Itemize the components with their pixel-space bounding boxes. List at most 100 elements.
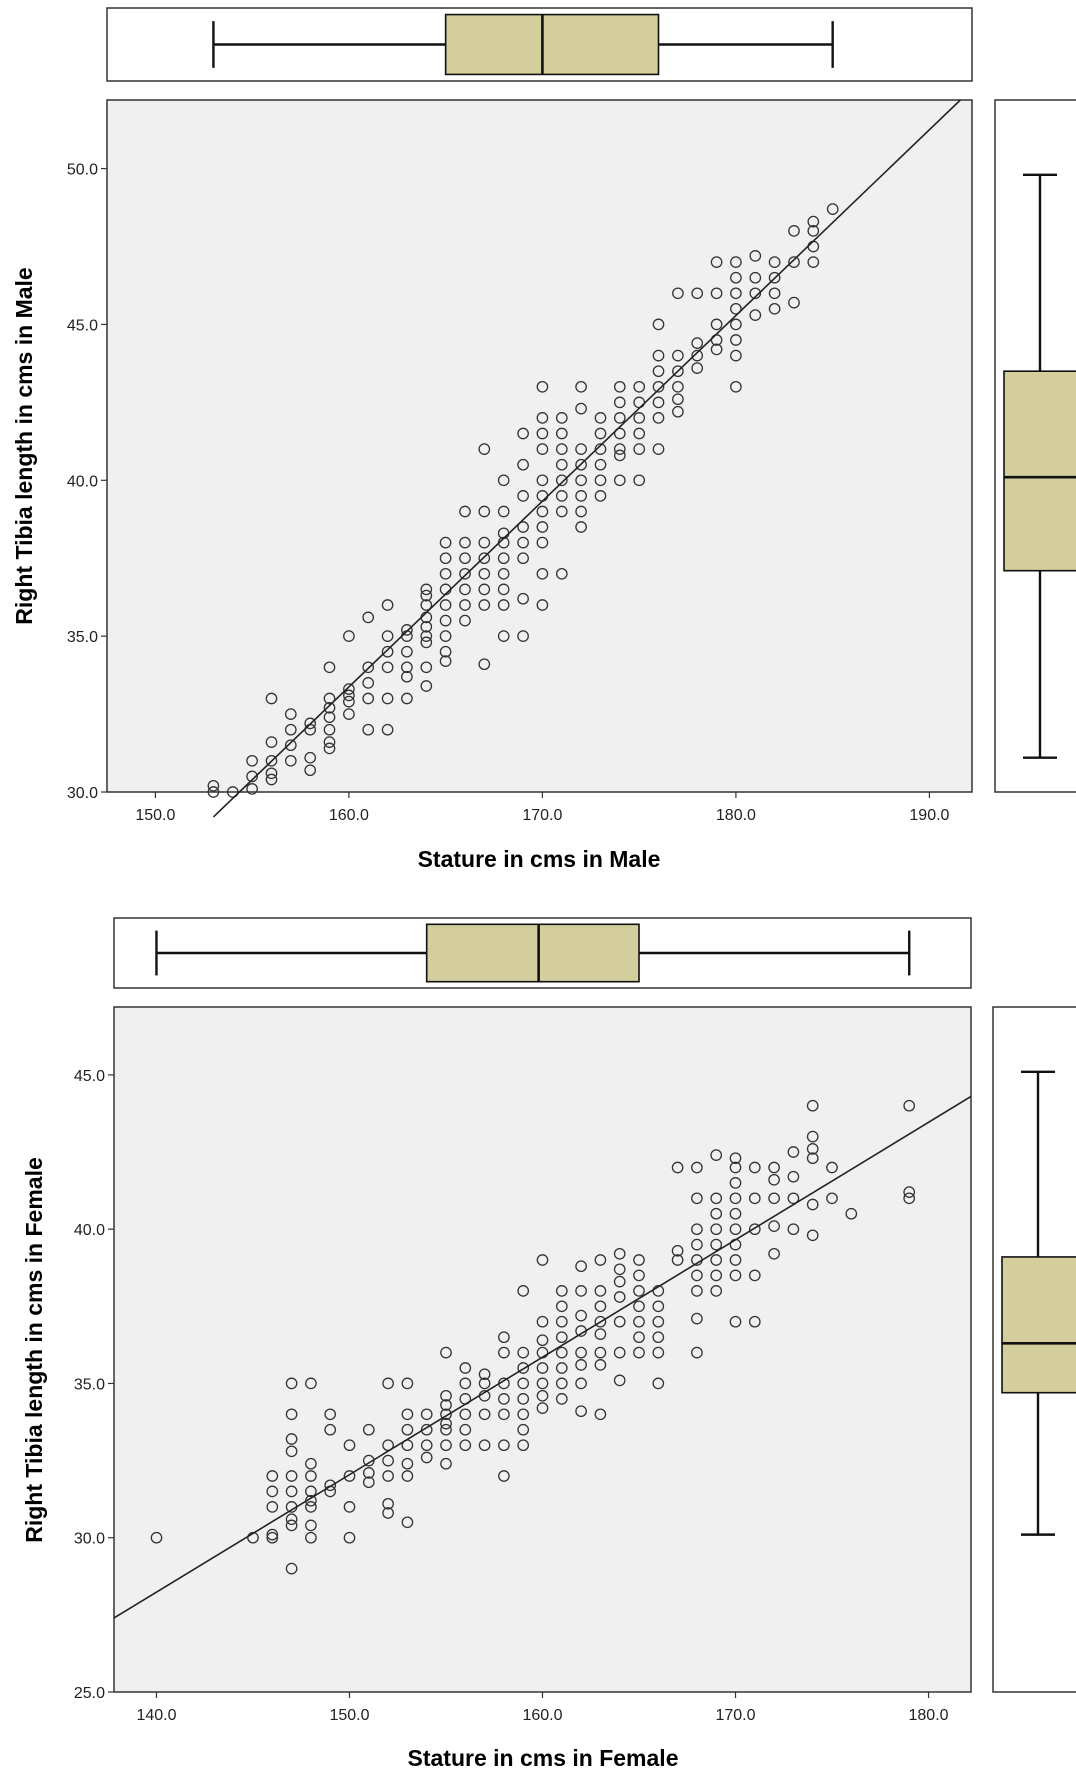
female-data-point — [691, 1346, 703, 1359]
male-y-tick-label: 50.0 — [67, 162, 98, 179]
male-data-point — [594, 412, 607, 424]
female-data-point — [594, 1300, 607, 1313]
male-data-point — [497, 552, 510, 565]
male-data-point — [459, 552, 471, 565]
female-data-point — [478, 1377, 491, 1390]
male-data-point — [323, 742, 336, 755]
female-data-point — [748, 1269, 761, 1282]
female-data-point — [787, 1170, 800, 1183]
female-data-point — [633, 1254, 645, 1266]
male-data-point — [420, 661, 433, 674]
female-data-point — [613, 1247, 626, 1260]
female-data-point — [343, 1439, 356, 1452]
male-data-point — [826, 203, 839, 215]
male-data-point — [265, 773, 278, 786]
male-fit-line — [212, 99, 961, 818]
female-data-point — [285, 1433, 298, 1445]
female-data-point — [710, 1223, 723, 1236]
male-x-tick-label: 160.0 — [329, 807, 369, 824]
female-x-tick-label: 140.0 — [136, 1707, 176, 1724]
male-data-point — [517, 427, 529, 440]
female-data-point — [440, 1389, 452, 1402]
female-x-tick-label: 180.0 — [909, 1707, 949, 1724]
male-data-point — [459, 599, 471, 611]
female-data-point — [285, 1408, 298, 1421]
female-data-point — [768, 1220, 780, 1232]
male-x-axis: 150.0 160.0 170.0 180.0 190.0 — [135, 792, 950, 824]
female-data-point — [498, 1408, 510, 1421]
female-y-tick-label: 45.0 — [74, 1068, 105, 1085]
male-data-point — [517, 552, 529, 565]
female-data-point — [729, 1207, 742, 1220]
female-data-point — [343, 1531, 356, 1544]
male-data-point — [555, 443, 568, 455]
female-data-point — [401, 1408, 414, 1421]
female-data-point — [324, 1423, 337, 1436]
female-data-point — [150, 1531, 163, 1544]
female-data-point — [787, 1223, 800, 1236]
male-data-point — [459, 567, 471, 580]
male-y-axis: 30.0 35.0 40.0 45.0 50.0 — [67, 162, 107, 802]
male-data-point — [730, 380, 742, 393]
female-y-tick-label: 25.0 — [74, 1685, 105, 1702]
female-data-point — [305, 1470, 317, 1482]
female-data-point — [748, 1161, 761, 1174]
male-data-point — [652, 365, 665, 378]
female-data-point — [440, 1457, 452, 1470]
female-data-point — [691, 1192, 703, 1205]
female-data-point — [806, 1152, 819, 1165]
female-data-point — [440, 1408, 452, 1421]
female-data-point — [652, 1285, 665, 1297]
male-data-point — [246, 770, 258, 783]
female-data-point — [768, 1247, 780, 1260]
male-data-point — [575, 490, 587, 502]
male-data-point — [691, 362, 704, 374]
male-data-point — [323, 661, 336, 674]
male-data-point — [304, 717, 317, 730]
male-data-point — [768, 271, 781, 284]
male-data-point — [613, 443, 626, 455]
male-data-point — [265, 736, 278, 748]
female-y-axis-label: Right Tibia length in cms in Female — [21, 1157, 47, 1543]
male-data-point — [536, 474, 549, 487]
female-data-point — [671, 1254, 684, 1266]
male-data-point — [575, 458, 587, 471]
female-data-point — [285, 1562, 298, 1575]
male-data-point — [672, 365, 684, 378]
female-data-point — [459, 1423, 472, 1436]
male-data-point — [672, 287, 684, 300]
female-data-point — [285, 1513, 298, 1526]
male-data-point — [710, 256, 723, 268]
female-data-point — [266, 1485, 279, 1498]
male-data-point — [536, 380, 549, 393]
male-data-point — [323, 736, 336, 748]
female-data-point — [343, 1501, 356, 1513]
male-data-point — [478, 567, 491, 580]
female-fit-line — [113, 1095, 972, 1619]
male-data-point — [730, 302, 742, 315]
female-data-point — [691, 1312, 703, 1325]
male-data-point — [807, 256, 820, 268]
male-data-point — [555, 427, 568, 440]
male-data-point — [594, 458, 607, 471]
male-data-point — [459, 536, 471, 549]
male-data-point — [536, 427, 549, 440]
female-data-point — [748, 1223, 761, 1236]
male-data-point — [536, 536, 549, 549]
male-data-point — [381, 630, 394, 642]
female-data-point — [536, 1315, 549, 1328]
female-data-point — [806, 1130, 819, 1143]
male-x-tick-label: 150.0 — [135, 807, 175, 824]
male-data-point — [381, 692, 394, 705]
female-x-box — [425, 923, 640, 983]
female-data-point — [806, 1229, 819, 1242]
male-data-point — [343, 689, 355, 702]
female-x-axis-label: Stature in cms in Female — [408, 1745, 679, 1771]
female-data-point — [729, 1254, 742, 1266]
female-data-point — [729, 1192, 742, 1205]
male-data-point — [439, 614, 452, 627]
male-data-point — [517, 490, 529, 502]
male-data-point — [652, 318, 665, 331]
female-data-point — [498, 1346, 510, 1359]
female-data-point — [691, 1238, 703, 1251]
